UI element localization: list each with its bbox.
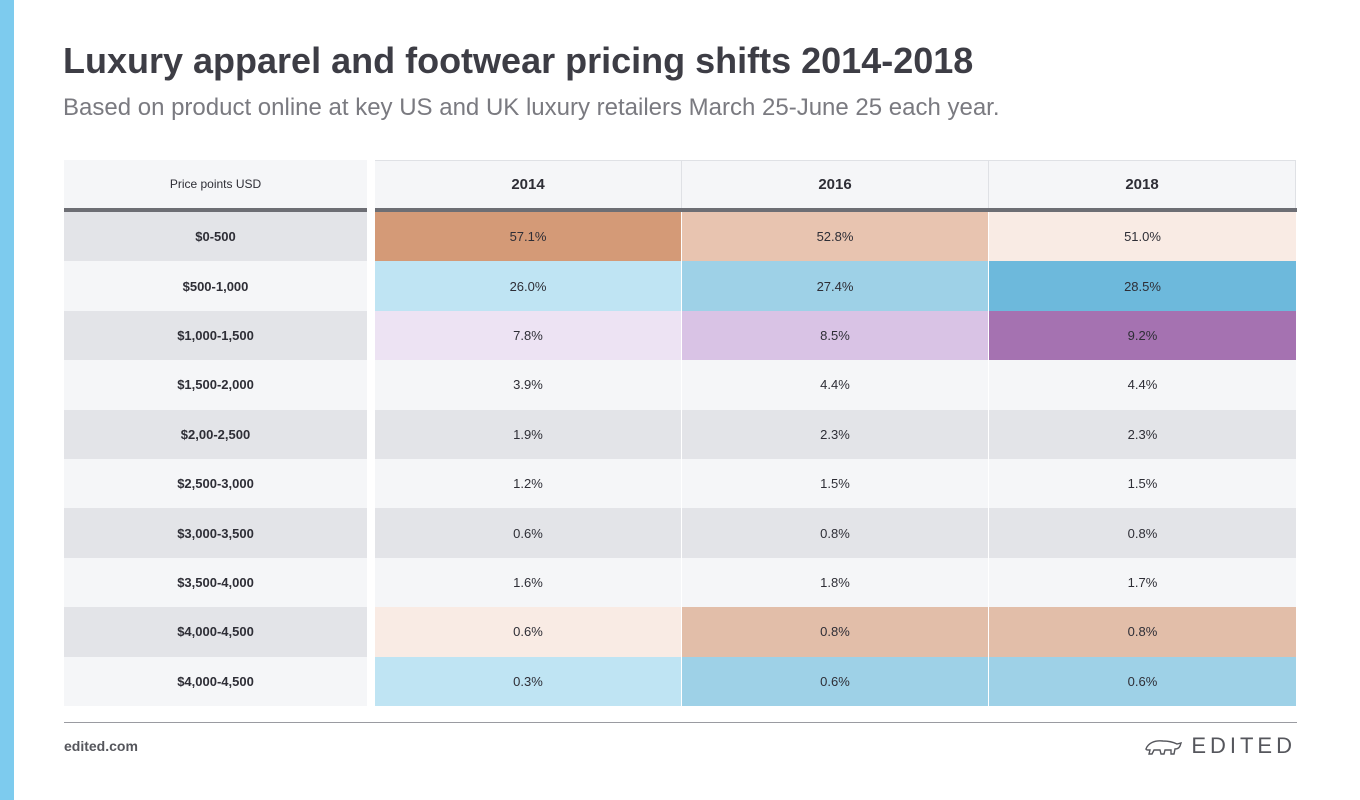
header-divider bbox=[64, 208, 1297, 212]
table-cell-2018: 9.2% bbox=[989, 310, 1296, 361]
column-gap bbox=[367, 607, 375, 657]
brand-name: EDITED bbox=[1191, 733, 1296, 758]
table-row: $4,000-4,500 0.3% 0.6% 0.6% bbox=[64, 656, 1297, 706]
table-cell-2014: 1.9% bbox=[375, 409, 682, 459]
table-cell-2014: 26.0% bbox=[375, 261, 682, 311]
table-cell-2016: 0.8% bbox=[682, 508, 989, 558]
pricing-table: Price points USD 2014 2016 2018 $0-500 57… bbox=[64, 160, 1297, 706]
brand-logo: EDITED bbox=[1143, 733, 1296, 759]
column-gap bbox=[367, 409, 375, 459]
column-gap bbox=[367, 656, 375, 706]
column-header-2014: 2014 bbox=[375, 160, 682, 208]
row-label: $2,500-3,000 bbox=[64, 458, 367, 509]
table-cell-2014: 0.6% bbox=[375, 508, 682, 558]
column-gap bbox=[367, 508, 375, 558]
column-header-2018: 2018 bbox=[989, 160, 1296, 208]
column-gap bbox=[367, 458, 375, 509]
row-header-label: Price points USD bbox=[64, 160, 367, 208]
table-row: $4,000-4,500 0.6% 0.8% 0.8% bbox=[64, 607, 1297, 657]
table-cell-2016: 0.6% bbox=[682, 656, 989, 706]
column-gap bbox=[367, 261, 375, 311]
table-cell-2014: 7.8% bbox=[375, 310, 682, 361]
table-cell-2014: 0.3% bbox=[375, 656, 682, 706]
column-header-2016: 2016 bbox=[682, 160, 989, 208]
table-cell-2018: 0.6% bbox=[989, 656, 1296, 706]
table-cell-2016: 27.4% bbox=[682, 261, 989, 311]
table-row: $500-1,000 26.0% 27.4% 28.5% bbox=[64, 261, 1297, 311]
table-cell-2014: 1.6% bbox=[375, 557, 682, 608]
page-title: Luxury apparel and footwear pricing shif… bbox=[63, 40, 974, 81]
column-gap bbox=[367, 212, 375, 262]
row-label: $3,500-4,000 bbox=[64, 557, 367, 608]
table-row: $3,500-4,000 1.6% 1.8% 1.7% bbox=[64, 557, 1297, 608]
column-gap bbox=[367, 310, 375, 361]
footer-divider bbox=[64, 722, 1297, 723]
table-row: $3,000-3,500 0.6% 0.8% 0.8% bbox=[64, 508, 1297, 558]
row-label: $1,000-1,500 bbox=[64, 310, 367, 361]
footer-site-link[interactable]: edited.com bbox=[64, 738, 138, 754]
table-cell-2014: 3.9% bbox=[375, 360, 682, 410]
table-cell-2016: 0.8% bbox=[682, 607, 989, 657]
column-gap bbox=[367, 557, 375, 608]
row-label: $500-1,000 bbox=[64, 261, 367, 311]
table-header-row: Price points USD 2014 2016 2018 bbox=[64, 160, 1297, 208]
table-cell-2016: 4.4% bbox=[682, 360, 989, 410]
table-cell-2014: 1.2% bbox=[375, 458, 682, 509]
table-cell-2016: 8.5% bbox=[682, 310, 989, 361]
table-cell-2014: 0.6% bbox=[375, 607, 682, 657]
row-label: $2,00-2,500 bbox=[64, 409, 367, 459]
table-cell-2018: 2.3% bbox=[989, 409, 1296, 459]
table-row: $0-500 57.1% 52.8% 51.0% bbox=[64, 212, 1297, 262]
table-cell-2018: 51.0% bbox=[989, 212, 1296, 262]
table-cell-2018: 28.5% bbox=[989, 261, 1296, 311]
table-cell-2018: 0.8% bbox=[989, 508, 1296, 558]
row-label: $3,000-3,500 bbox=[64, 508, 367, 558]
table-cell-2016: 1.5% bbox=[682, 458, 989, 509]
polar-bear-icon bbox=[1145, 740, 1183, 755]
row-label: $4,000-4,500 bbox=[64, 607, 367, 657]
table-row: $1,000-1,500 7.8% 8.5% 9.2% bbox=[64, 310, 1297, 361]
table-cell-2018: 1.5% bbox=[989, 458, 1296, 509]
column-gap bbox=[367, 360, 375, 410]
table-cell-2016: 1.8% bbox=[682, 557, 989, 608]
table-row: $2,500-3,000 1.2% 1.5% 1.5% bbox=[64, 458, 1297, 509]
table-cell-2018: 0.8% bbox=[989, 607, 1296, 657]
table-cell-2018: 4.4% bbox=[989, 360, 1296, 410]
row-label: $4,000-4,500 bbox=[64, 656, 367, 706]
table-row: $1,500-2,000 3.9% 4.4% 4.4% bbox=[64, 360, 1297, 410]
table-cell-2018: 1.7% bbox=[989, 557, 1296, 608]
table-body: $0-500 57.1% 52.8% 51.0% $500-1,000 26.0% 27.4… bbox=[64, 212, 1297, 706]
column-gap bbox=[367, 160, 375, 208]
table-row: $2,00-2,500 1.9% 2.3% 2.3% bbox=[64, 409, 1297, 459]
table-cell-2016: 52.8% bbox=[682, 212, 989, 262]
left-accent-bar bbox=[0, 0, 14, 800]
table-cell-2014: 57.1% bbox=[375, 212, 682, 262]
row-label: $0-500 bbox=[64, 212, 367, 262]
header-divider-right bbox=[375, 208, 1297, 212]
page-subtitle: Based on product online at key US and UK… bbox=[63, 94, 1000, 121]
row-label: $1,500-2,000 bbox=[64, 360, 367, 410]
table-cell-2016: 2.3% bbox=[682, 409, 989, 459]
header-divider-left bbox=[64, 208, 367, 212]
